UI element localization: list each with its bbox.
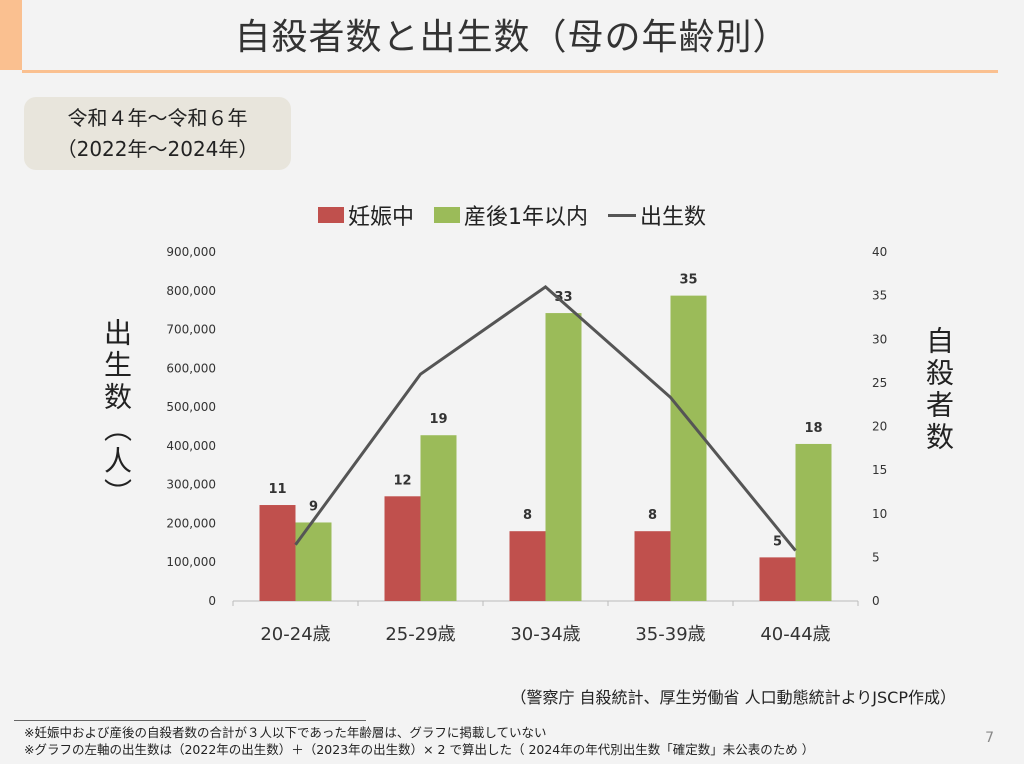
data-label-postpartum: 9 bbox=[309, 499, 318, 514]
x-axis-category-label: 25-29歳 bbox=[385, 624, 455, 645]
source-note: （警察庁 自殺統計、厚生労働省 人口動態統計よりJSCP作成） bbox=[510, 688, 956, 707]
right-axis-label: 自殺者数 bbox=[922, 326, 955, 454]
data-label-pregnant: 12 bbox=[393, 473, 411, 488]
x-axis-category-label: 30-34歳 bbox=[510, 624, 580, 645]
data-label-pregnant: 8 bbox=[523, 508, 532, 523]
left-axis-tick-label: 700,000 bbox=[166, 323, 216, 337]
legend-label-postpartum: 産後1年以内 bbox=[464, 205, 588, 230]
chart-legend: 妊娠中 産後1年以内 出生数 bbox=[0, 200, 1024, 230]
left-axis-tick-label: 300,000 bbox=[166, 478, 216, 492]
data-label-postpartum: 18 bbox=[804, 421, 822, 436]
footnote-1: ※妊娠中および産後の自殺者数の合計が３人以下であった年齢層は、グラフに掲載してい… bbox=[24, 725, 547, 740]
period-line-1: 令和４年～令和６年 bbox=[67, 105, 248, 130]
left-axis-tick-label: 600,000 bbox=[166, 361, 216, 375]
page-number: 7 bbox=[985, 730, 994, 746]
bar-pregnant bbox=[384, 496, 421, 601]
bar-postpartum bbox=[670, 295, 707, 601]
bar-postpartum bbox=[295, 522, 332, 601]
legend-label-pregnant: 妊娠中 bbox=[347, 205, 414, 230]
page-title: 自殺者数と出生数（母の年齢別） bbox=[234, 17, 790, 58]
right-axis-tick-label: 10 bbox=[872, 507, 887, 521]
legend-label-births: 出生数 bbox=[640, 205, 707, 230]
left-axis-tick-label: 800,000 bbox=[166, 284, 216, 298]
right-axis-tick-label: 35 bbox=[872, 289, 887, 303]
x-axis-category-label: 40-44歳 bbox=[760, 624, 830, 645]
right-axis-tick-label: 5 bbox=[872, 550, 880, 564]
period-line-2: （2022年～2024年） bbox=[56, 136, 259, 161]
title-accent-bar bbox=[0, 0, 22, 70]
right-axis-tick-label: 0 bbox=[872, 594, 880, 608]
right-axis-tick-label: 40 bbox=[872, 245, 887, 259]
left-axis-tick-label: 500,000 bbox=[166, 400, 216, 414]
data-label-pregnant: 5 bbox=[773, 534, 782, 549]
bar-pregnant bbox=[634, 531, 671, 601]
left-axis-tick-label: 200,000 bbox=[166, 516, 216, 530]
data-label-postpartum: 35 bbox=[679, 273, 697, 288]
x-axis-category-label: 20-24歳 bbox=[260, 624, 330, 645]
bar-postpartum bbox=[420, 435, 457, 601]
left-axis-tick-label: 400,000 bbox=[166, 439, 216, 453]
footnote-2: ※グラフの左軸の出生数は（2022年の出生数）＋（2023年の出生数）× 2 で… bbox=[24, 742, 815, 757]
bar-postpartum bbox=[795, 443, 832, 601]
legend-swatch-pregnant bbox=[317, 207, 344, 223]
right-axis-tick-label: 30 bbox=[872, 332, 887, 346]
left-axis-tick-label: 0 bbox=[208, 594, 216, 608]
period-badge: 令和４年～令和６年 （2022年～2024年） bbox=[24, 97, 291, 170]
right-axis-tick-label: 15 bbox=[872, 463, 887, 477]
right-axis-tick-label: 25 bbox=[872, 376, 887, 390]
notes-divider bbox=[14, 720, 366, 721]
legend-item-pregnant: 妊娠中 bbox=[317, 199, 414, 231]
data-label-postpartum: 33 bbox=[554, 290, 572, 305]
data-label-postpartum: 19 bbox=[429, 412, 447, 427]
legend-swatch-births bbox=[608, 213, 636, 217]
bar-pregnant bbox=[759, 557, 796, 601]
bar-pregnant bbox=[509, 531, 546, 601]
left-axis-tick-label: 900,000 bbox=[166, 245, 216, 259]
x-axis-category-label: 35-39歳 bbox=[635, 624, 705, 645]
footnotes: ※妊娠中および産後の自殺者数の合計が３人以下であった年齢層は、グラフに掲載してい… bbox=[24, 724, 814, 758]
left-axis-label: 出生数（人） bbox=[100, 318, 133, 510]
bar-pregnant bbox=[259, 505, 296, 601]
title-underline bbox=[22, 70, 998, 73]
left-axis-tick-label: 100,000 bbox=[166, 555, 216, 569]
legend-swatch-postpartum bbox=[434, 207, 460, 223]
data-label-pregnant: 8 bbox=[648, 508, 657, 523]
bar-postpartum bbox=[545, 313, 582, 601]
legend-item-postpartum: 産後1年以内 bbox=[434, 199, 588, 231]
right-axis-tick-label: 20 bbox=[872, 420, 887, 434]
data-label-pregnant: 11 bbox=[268, 482, 286, 497]
legend-item-births: 出生数 bbox=[608, 199, 706, 231]
